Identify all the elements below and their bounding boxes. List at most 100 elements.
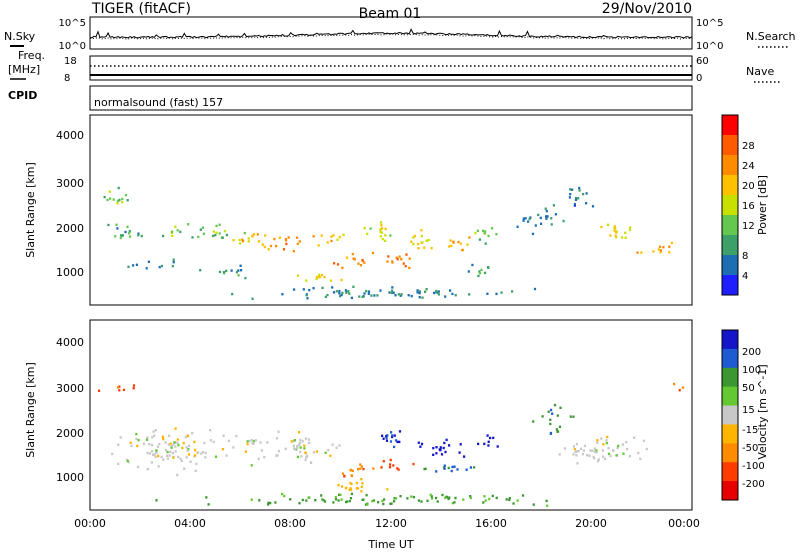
- power-cell: [116, 199, 120, 203]
- velocity-cell: [419, 445, 422, 448]
- velocity-cell: [266, 441, 269, 444]
- power-cell: [539, 216, 542, 220]
- power-cell: [132, 264, 135, 267]
- velocity-cell: [156, 445, 160, 448]
- velocity-cell: [508, 498, 511, 501]
- velocity-cell: [299, 438, 302, 442]
- power-cell: [284, 238, 288, 241]
- power-cell: [172, 258, 175, 261]
- power-cell: [486, 292, 489, 295]
- velocity-cell: [453, 501, 456, 504]
- velocity-cell: [348, 488, 351, 492]
- velocity-cell: [505, 498, 508, 501]
- power-cell: [370, 294, 373, 297]
- date-label: 29/Nov/2010: [602, 1, 692, 17]
- power-cell: [527, 220, 530, 223]
- power-cell: [221, 236, 224, 239]
- power-cell: [522, 217, 525, 220]
- velocity-cell: [441, 493, 444, 497]
- velocity-cell: [595, 449, 598, 452]
- power-tick-20: 20: [742, 181, 755, 192]
- power-cell: [361, 295, 364, 299]
- power-cell: [550, 217, 553, 220]
- power-cell: [124, 230, 127, 234]
- power-cell: [389, 234, 392, 237]
- power-colorbar: [722, 115, 738, 296]
- velocity-cell: [300, 455, 303, 458]
- velocity-cell: [381, 499, 384, 503]
- velocity-cell: [185, 456, 188, 459]
- velocity-cell: [111, 452, 114, 456]
- power-cell: [600, 225, 603, 229]
- power-cell: [410, 240, 413, 243]
- velocity-cell: [356, 487, 360, 490]
- velocity-cell: [386, 434, 389, 437]
- velocity-cell: [593, 447, 596, 450]
- velocity-cell: [166, 450, 169, 454]
- power-cell: [652, 250, 655, 253]
- velocity-cell: [591, 449, 594, 452]
- freq-unit-label: [MHz]: [8, 63, 40, 76]
- velocity-cell: [385, 436, 388, 440]
- velocity-cell: [442, 446, 445, 450]
- velocity-cell: [431, 497, 434, 500]
- velocity-cell: [337, 483, 340, 487]
- power-cell: [528, 217, 531, 221]
- power-cell: [239, 242, 242, 245]
- power-cell: [424, 290, 427, 293]
- velocity-cell: [439, 446, 442, 449]
- velocity-cell: [440, 453, 444, 456]
- velocity-cell: [154, 429, 157, 432]
- velocity-cell: [150, 461, 153, 464]
- velocity-cell: [454, 496, 457, 500]
- power-cell: [273, 237, 276, 241]
- velocity-cell: [334, 495, 337, 499]
- velocity-cell: [359, 463, 362, 466]
- velocity-cell: [188, 444, 191, 448]
- power-cell: [487, 234, 490, 238]
- velocity-cell: [269, 501, 272, 505]
- velocity-cell: [348, 499, 351, 503]
- velocity-cell: [429, 493, 432, 497]
- velocity-cell: [176, 441, 179, 444]
- power-cell: [171, 264, 174, 268]
- velocity-colorbar-swatch: [722, 462, 738, 482]
- power-cell: [573, 202, 576, 206]
- velocity-cell: [345, 500, 348, 504]
- power-cell: [550, 223, 553, 226]
- velocity-cell: [396, 467, 399, 470]
- power-cell: [408, 266, 411, 270]
- power-cell: [352, 285, 355, 288]
- velocity-cell: [399, 495, 402, 498]
- power-cell: [197, 235, 200, 239]
- velocity-cell: [275, 454, 278, 457]
- velocity-cell: [146, 436, 149, 439]
- velocity-colorbar-swatch: [722, 424, 738, 444]
- power-cell: [659, 251, 662, 254]
- velocity-cell: [126, 459, 129, 463]
- velocity-cell: [152, 430, 155, 433]
- power-cell: [212, 230, 215, 233]
- velocity-cell: [338, 444, 341, 447]
- velocity-cell: [417, 441, 420, 444]
- power-cell: [427, 238, 430, 242]
- velocity-cell: [396, 440, 399, 444]
- freq-tick-bottom: 8: [64, 73, 70, 84]
- power-cell: [437, 293, 440, 296]
- power-cell: [606, 223, 610, 226]
- power-cell: [582, 192, 585, 196]
- velocity-cell: [172, 443, 175, 446]
- power-cell: [410, 294, 413, 298]
- velocity-cell: [424, 467, 427, 470]
- power-cell: [201, 226, 204, 229]
- velocity-cell: [482, 501, 485, 504]
- nave-tick-bottom: 0: [696, 73, 702, 84]
- velocity-cell: [344, 487, 347, 490]
- velocity-cell: [593, 457, 596, 460]
- velocity-cell: [165, 449, 168, 452]
- power-cell: [212, 234, 215, 238]
- power-cell: [121, 200, 124, 204]
- velocity-cell: [116, 386, 120, 389]
- velocity-cell: [320, 494, 323, 497]
- power-cell: [390, 291, 393, 295]
